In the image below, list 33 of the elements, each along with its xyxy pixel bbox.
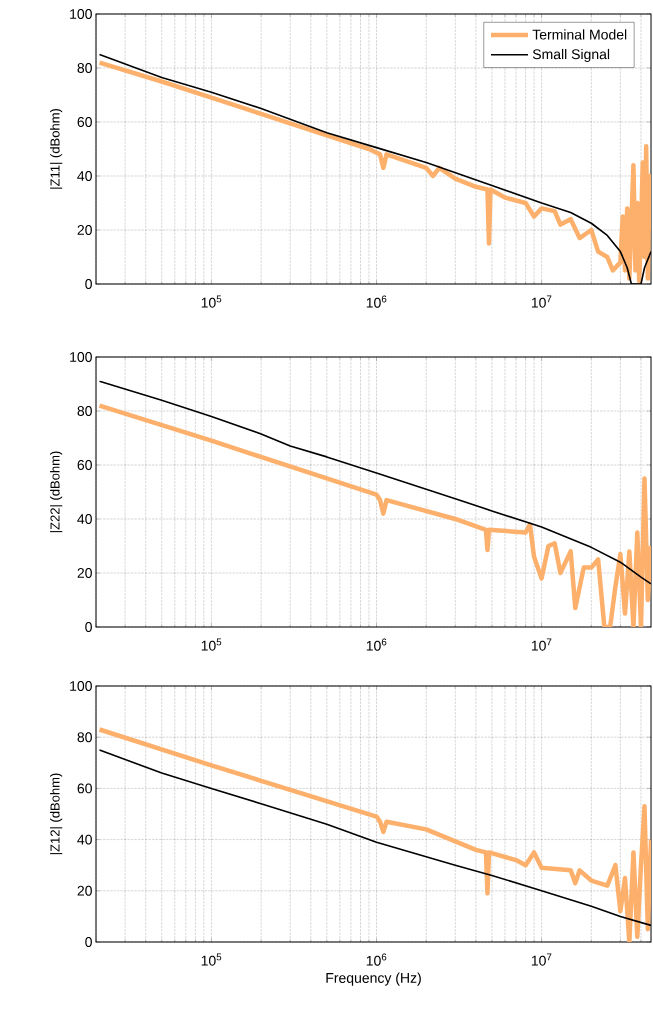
y-tick-label: 80 — [77, 63, 92, 73]
x-axis-title: Frequency (Hz) — [326, 972, 421, 986]
y-tick-label: 20 — [77, 568, 92, 578]
x-tick-label: 10$^{7}$ — [531, 638, 552, 651]
y-tick-label: 20 — [77, 225, 92, 235]
x-tick-label: 10$^{7}$ — [531, 953, 552, 966]
x-tick-label: 10$^{5}$ — [201, 295, 222, 308]
y-tick-label: 60 — [77, 460, 92, 470]
y-tick-label: 80 — [77, 406, 92, 416]
x-tick-label: 10$^{7}$ — [531, 295, 552, 308]
y-tick-label: 0 — [85, 279, 92, 289]
y-tick-label: 100 — [70, 681, 92, 691]
y-tick-label: 100 — [70, 9, 92, 19]
x-tick-label: 10$^{5}$ — [201, 953, 222, 966]
y-axis-title: |Z22| (dBohm) — [50, 451, 63, 533]
legend-label: Small Signal — [532, 48, 610, 62]
legend-label: Terminal Model — [532, 29, 627, 40]
y-axis-title: |Z11| (dBohm) — [50, 108, 63, 189]
y-tick-label: 40 — [77, 834, 92, 845]
x-tick-label: 10$^{6}$ — [366, 295, 387, 308]
x-tick-label: 10$^{5}$ — [201, 638, 222, 651]
y-tick-label: 20 — [77, 885, 92, 896]
y-tick-label: 40 — [77, 171, 92, 181]
y-tick-label: 0 — [85, 937, 92, 947]
y-tick-label: 80 — [77, 732, 92, 743]
x-tick-label: 10$^{6}$ — [366, 638, 387, 651]
y-tick-label: 40 — [77, 514, 92, 524]
y-axis-title: |Z12| (dBohm) — [50, 773, 63, 855]
y-tick-label: 100 — [70, 352, 92, 362]
x-tick-label: 10$^{6}$ — [366, 953, 387, 966]
y-tick-label: 0 — [85, 622, 92, 632]
y-tick-label: 60 — [77, 783, 92, 794]
y-tick-label: 60 — [77, 117, 92, 127]
